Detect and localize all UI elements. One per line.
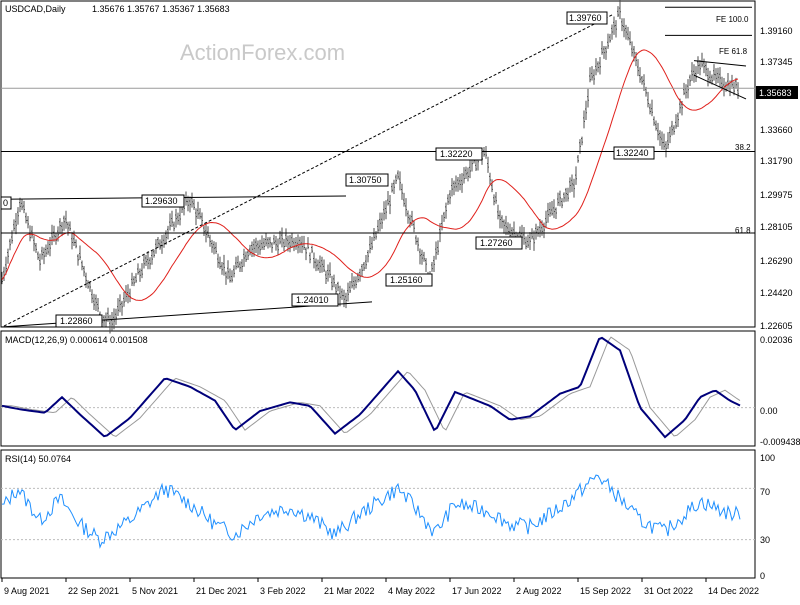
fib-label: 38.2 <box>735 143 751 152</box>
watermark: ActionForex.com <box>180 40 345 65</box>
macd-axis: 0.02036 0.00 -0.009438 <box>760 335 800 447</box>
price-tick: 1.37345 <box>760 57 793 67</box>
macd-tick: -0.009438 <box>760 437 800 447</box>
price-tick: 1.24420 <box>760 288 793 298</box>
swing-label: 1.25160 <box>390 275 423 285</box>
rsi-line <box>1 474 741 549</box>
swing-label: 1.29630 <box>145 196 178 206</box>
time-axis: 9 Aug 2021 22 Sep 2021 5 Nov 2021 21 Dec 20… <box>1 578 759 596</box>
triangle-lower-line <box>693 74 747 100</box>
triangle-upper-line <box>693 60 747 67</box>
swing-label: 1.39760 <box>569 13 602 23</box>
fib-label: 61.8 <box>735 226 751 235</box>
swing-box <box>141 194 185 208</box>
swing-label: 0 <box>3 198 8 208</box>
swing-box <box>291 293 339 307</box>
rsi-tick: 100 <box>760 453 775 463</box>
swing-box <box>566 11 608 25</box>
time-tick-label: 5 Nov 2021 <box>132 586 178 596</box>
macd-signal-line <box>2 336 741 437</box>
price-tick: 1.33660 <box>760 125 793 135</box>
current-price-box <box>756 86 798 99</box>
macd-line <box>1 336 741 439</box>
swing-label: 1.30750 <box>349 175 382 185</box>
rsi-tick: 0 <box>760 571 765 581</box>
time-tick-label: 2 Aug 2022 <box>516 586 562 596</box>
swing-box <box>345 173 389 187</box>
rsi-tick: 30 <box>760 535 770 545</box>
macd-label: MACD(12,26,9) 0.000614 0.001508 <box>5 335 148 345</box>
price-tick: 1.26290 <box>760 256 793 266</box>
time-tick-label: 21 Mar 2022 <box>324 586 375 596</box>
swing-box <box>385 273 433 287</box>
time-tick-label: 9 Aug 2021 <box>4 586 50 596</box>
price-tick: 1.29975 <box>760 190 793 200</box>
macd-panel-frame <box>0 330 756 447</box>
swing-labels: 1.39760 1.32240 1.32220 1.30750 1.29630 … <box>0 11 655 328</box>
price-tick: 1.31790 <box>760 156 793 166</box>
swing-label: 1.24010 <box>296 295 329 305</box>
swing-label: 1.27260 <box>480 238 513 248</box>
swing-box <box>435 147 483 161</box>
time-tick-label: 22 Sep 2021 <box>68 586 119 596</box>
price-tick: 1.22605 <box>760 321 793 331</box>
time-tick-label: 4 May 2022 <box>388 586 435 596</box>
rsi-tick: 70 <box>760 487 770 497</box>
macd-layer <box>1 336 755 439</box>
rsi-layer <box>1 474 755 549</box>
time-tick-label: 21 Dec 2021 <box>196 586 247 596</box>
symbol-timeframe: USDCAD,Daily <box>5 4 66 14</box>
price-layer <box>0 0 755 334</box>
swing-box <box>475 236 523 250</box>
moving-average-line <box>1 49 739 301</box>
macd-tick: 0.00 <box>760 406 778 416</box>
fib-label: FE 100.0 <box>716 15 749 24</box>
time-tick-label: 17 Jun 2022 <box>452 586 502 596</box>
rsi-panel-frame <box>0 449 756 579</box>
price-axis: 1.39160 1.37345 1.33660 1.31790 1.29975 … <box>756 26 798 331</box>
macd-tick: 0.02036 <box>760 335 793 345</box>
swing-box <box>0 196 12 210</box>
current-price-label: 1.35683 <box>759 88 792 98</box>
time-tick-label: 14 Dec 2022 <box>708 586 759 596</box>
price-panel-frame <box>0 0 756 328</box>
price-tick: 1.28105 <box>760 222 793 232</box>
fib-label: FE 61.8 <box>719 47 748 56</box>
swing-label: 1.32240 <box>616 148 649 158</box>
rsi-axis: 100 70 30 0 <box>760 453 775 581</box>
dotted-channel-line <box>3 14 613 327</box>
rsi-label: RSI(14) 50.0764 <box>5 454 71 464</box>
swing-box <box>55 314 103 328</box>
time-tick-label: 3 Feb 2022 <box>260 586 306 596</box>
fib-labels: FE 100.0 FE 61.8 38.2 61.8 <box>716 15 751 235</box>
swing-label: 1.32220 <box>440 149 473 159</box>
ohlc-readout: 1.35676 1.35767 1.35367 1.35683 <box>92 4 230 14</box>
swing-box <box>613 146 655 160</box>
time-tick-label: 31 Oct 2022 <box>644 586 693 596</box>
swing-label: 1.22860 <box>60 316 93 326</box>
price-tick: 1.39160 <box>760 26 793 36</box>
time-tick-label: 15 Sep 2022 <box>580 586 631 596</box>
